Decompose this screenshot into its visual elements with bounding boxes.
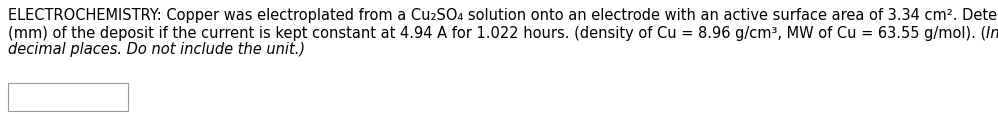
Text: ELECTROCHEMISTRY: Copper was electroplated from a Cu₂SO₄ solution onto an electr: ELECTROCHEMISTRY: Copper was electroplat… bbox=[8, 8, 998, 23]
Text: Input values only with 2: Input values only with 2 bbox=[986, 26, 998, 41]
Text: (mm) of the deposit if the current is kept constant at 4.94 A for 1.022 hours. (: (mm) of the deposit if the current is ke… bbox=[8, 26, 986, 41]
FancyBboxPatch shape bbox=[8, 83, 128, 111]
Text: decimal places. Do not include the unit.): decimal places. Do not include the unit.… bbox=[8, 42, 305, 57]
